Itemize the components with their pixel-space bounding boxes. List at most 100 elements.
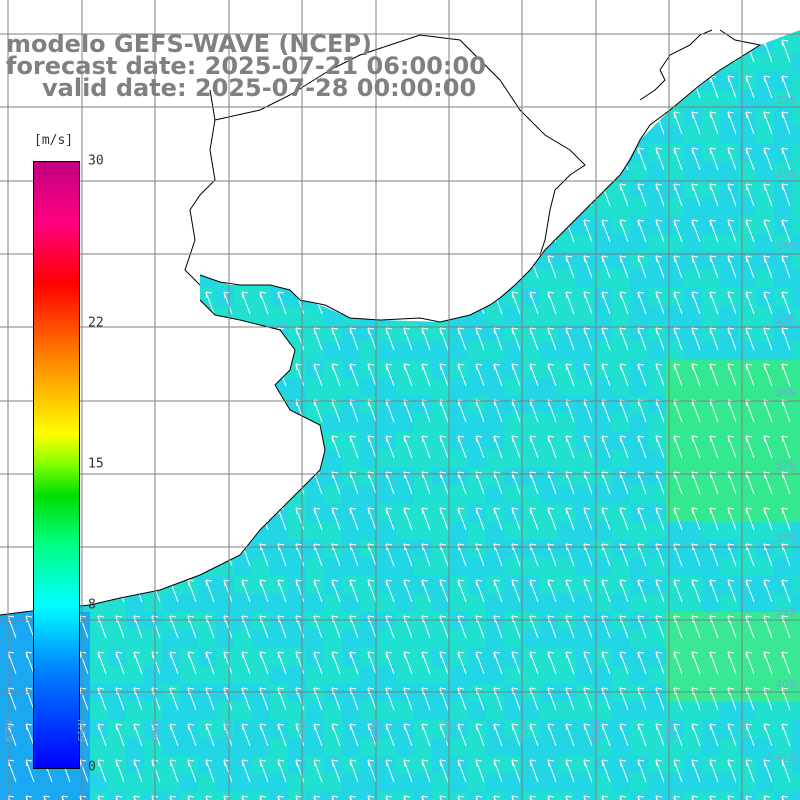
wind-arrow [331, 363, 341, 387]
field-cell [612, 234, 630, 252]
field-cell [666, 702, 684, 720]
field-cell [414, 522, 432, 540]
field-cell [234, 666, 252, 684]
field-cell [504, 702, 522, 720]
wind-arrow [349, 507, 359, 531]
field-cell [702, 378, 720, 396]
field-cell [540, 342, 558, 360]
field-cell [414, 594, 432, 612]
field-cell [774, 702, 792, 720]
field-cell [36, 774, 54, 792]
wind-arrow [583, 651, 593, 675]
field-cell [252, 774, 270, 792]
wind-arrow [745, 75, 755, 99]
field-cell [702, 414, 720, 432]
field-cell [720, 450, 738, 468]
wind-arrow [367, 759, 377, 783]
field-cell [288, 378, 306, 396]
field-cell [504, 342, 522, 360]
wind-arrow [637, 363, 647, 387]
wind-arrow [727, 471, 737, 495]
wind-arrow [205, 723, 215, 747]
wind-arrow [529, 291, 539, 315]
field-cell [378, 666, 396, 684]
wind-arrow [475, 723, 485, 747]
field-cell [486, 738, 504, 756]
field-cell [450, 522, 468, 540]
field-cell [468, 450, 486, 468]
field-cell [396, 558, 414, 576]
field-cell [558, 306, 576, 324]
wind-arrow [97, 759, 107, 783]
field-cell [720, 342, 738, 360]
field-cell [432, 558, 450, 576]
field-cell [396, 738, 414, 756]
wind-arrow [529, 471, 539, 495]
field-cell [738, 630, 756, 648]
field-cell [720, 162, 738, 180]
field-cell [522, 774, 540, 792]
wind-arrow [565, 579, 575, 603]
wind-arrow [385, 363, 395, 387]
wind-arrow [727, 255, 737, 279]
field-cell [576, 342, 594, 360]
field-cell [792, 378, 800, 396]
field-cell [702, 666, 720, 684]
wind-arrow [493, 363, 503, 387]
wind-arrow [601, 219, 611, 243]
wind-arrow [709, 579, 719, 603]
field-cell [702, 702, 720, 720]
wind-arrow [601, 363, 611, 387]
wind-arrow [439, 651, 449, 675]
wind-arrow [781, 327, 791, 351]
field-cell [288, 306, 306, 324]
wind-arrow [349, 723, 359, 747]
wind-arrow [763, 147, 773, 171]
field-cell [504, 486, 522, 504]
longitude-label: 58W [297, 719, 309, 742]
wind-arrow [97, 651, 107, 675]
field-cell [216, 630, 234, 648]
field-cell [702, 630, 720, 648]
field-cell [792, 450, 800, 468]
wind-arrow [313, 651, 323, 675]
wind-arrow [655, 219, 665, 243]
wind-arrow [313, 507, 323, 531]
field-cell [702, 450, 720, 468]
field-cell [378, 738, 396, 756]
wind-arrow [637, 183, 647, 207]
wind-arrow [655, 435, 665, 459]
wind-arrow [781, 759, 791, 783]
field-cell [540, 486, 558, 504]
field-cell [468, 702, 486, 720]
wind-arrow [709, 363, 719, 387]
wind-arrow [745, 147, 755, 171]
wind-arrow [439, 579, 449, 603]
latitude-label: 33S [775, 167, 796, 180]
wind-arrow [781, 75, 791, 99]
field-cell [18, 774, 36, 792]
wind-arrow [691, 327, 701, 351]
field-cell [180, 666, 198, 684]
field-cell [540, 702, 558, 720]
field-cell [720, 594, 738, 612]
field-cell [306, 594, 324, 612]
wind-arrow [745, 759, 755, 783]
field-cell [702, 522, 720, 540]
field-cell [792, 432, 800, 450]
wind-arrow [277, 291, 287, 315]
wind-arrow [655, 471, 665, 495]
field-cell [792, 576, 800, 594]
wind-arrow [421, 435, 431, 459]
field-cell [756, 342, 774, 360]
field-cell [684, 522, 702, 540]
field-cell [414, 702, 432, 720]
field-cell [126, 702, 144, 720]
field-cell [792, 360, 800, 378]
field-cell [756, 702, 774, 720]
field-cell [792, 486, 800, 504]
land-mass [0, 0, 800, 615]
wind-arrow [745, 579, 755, 603]
field-cell [468, 738, 486, 756]
field-cell [792, 504, 800, 522]
